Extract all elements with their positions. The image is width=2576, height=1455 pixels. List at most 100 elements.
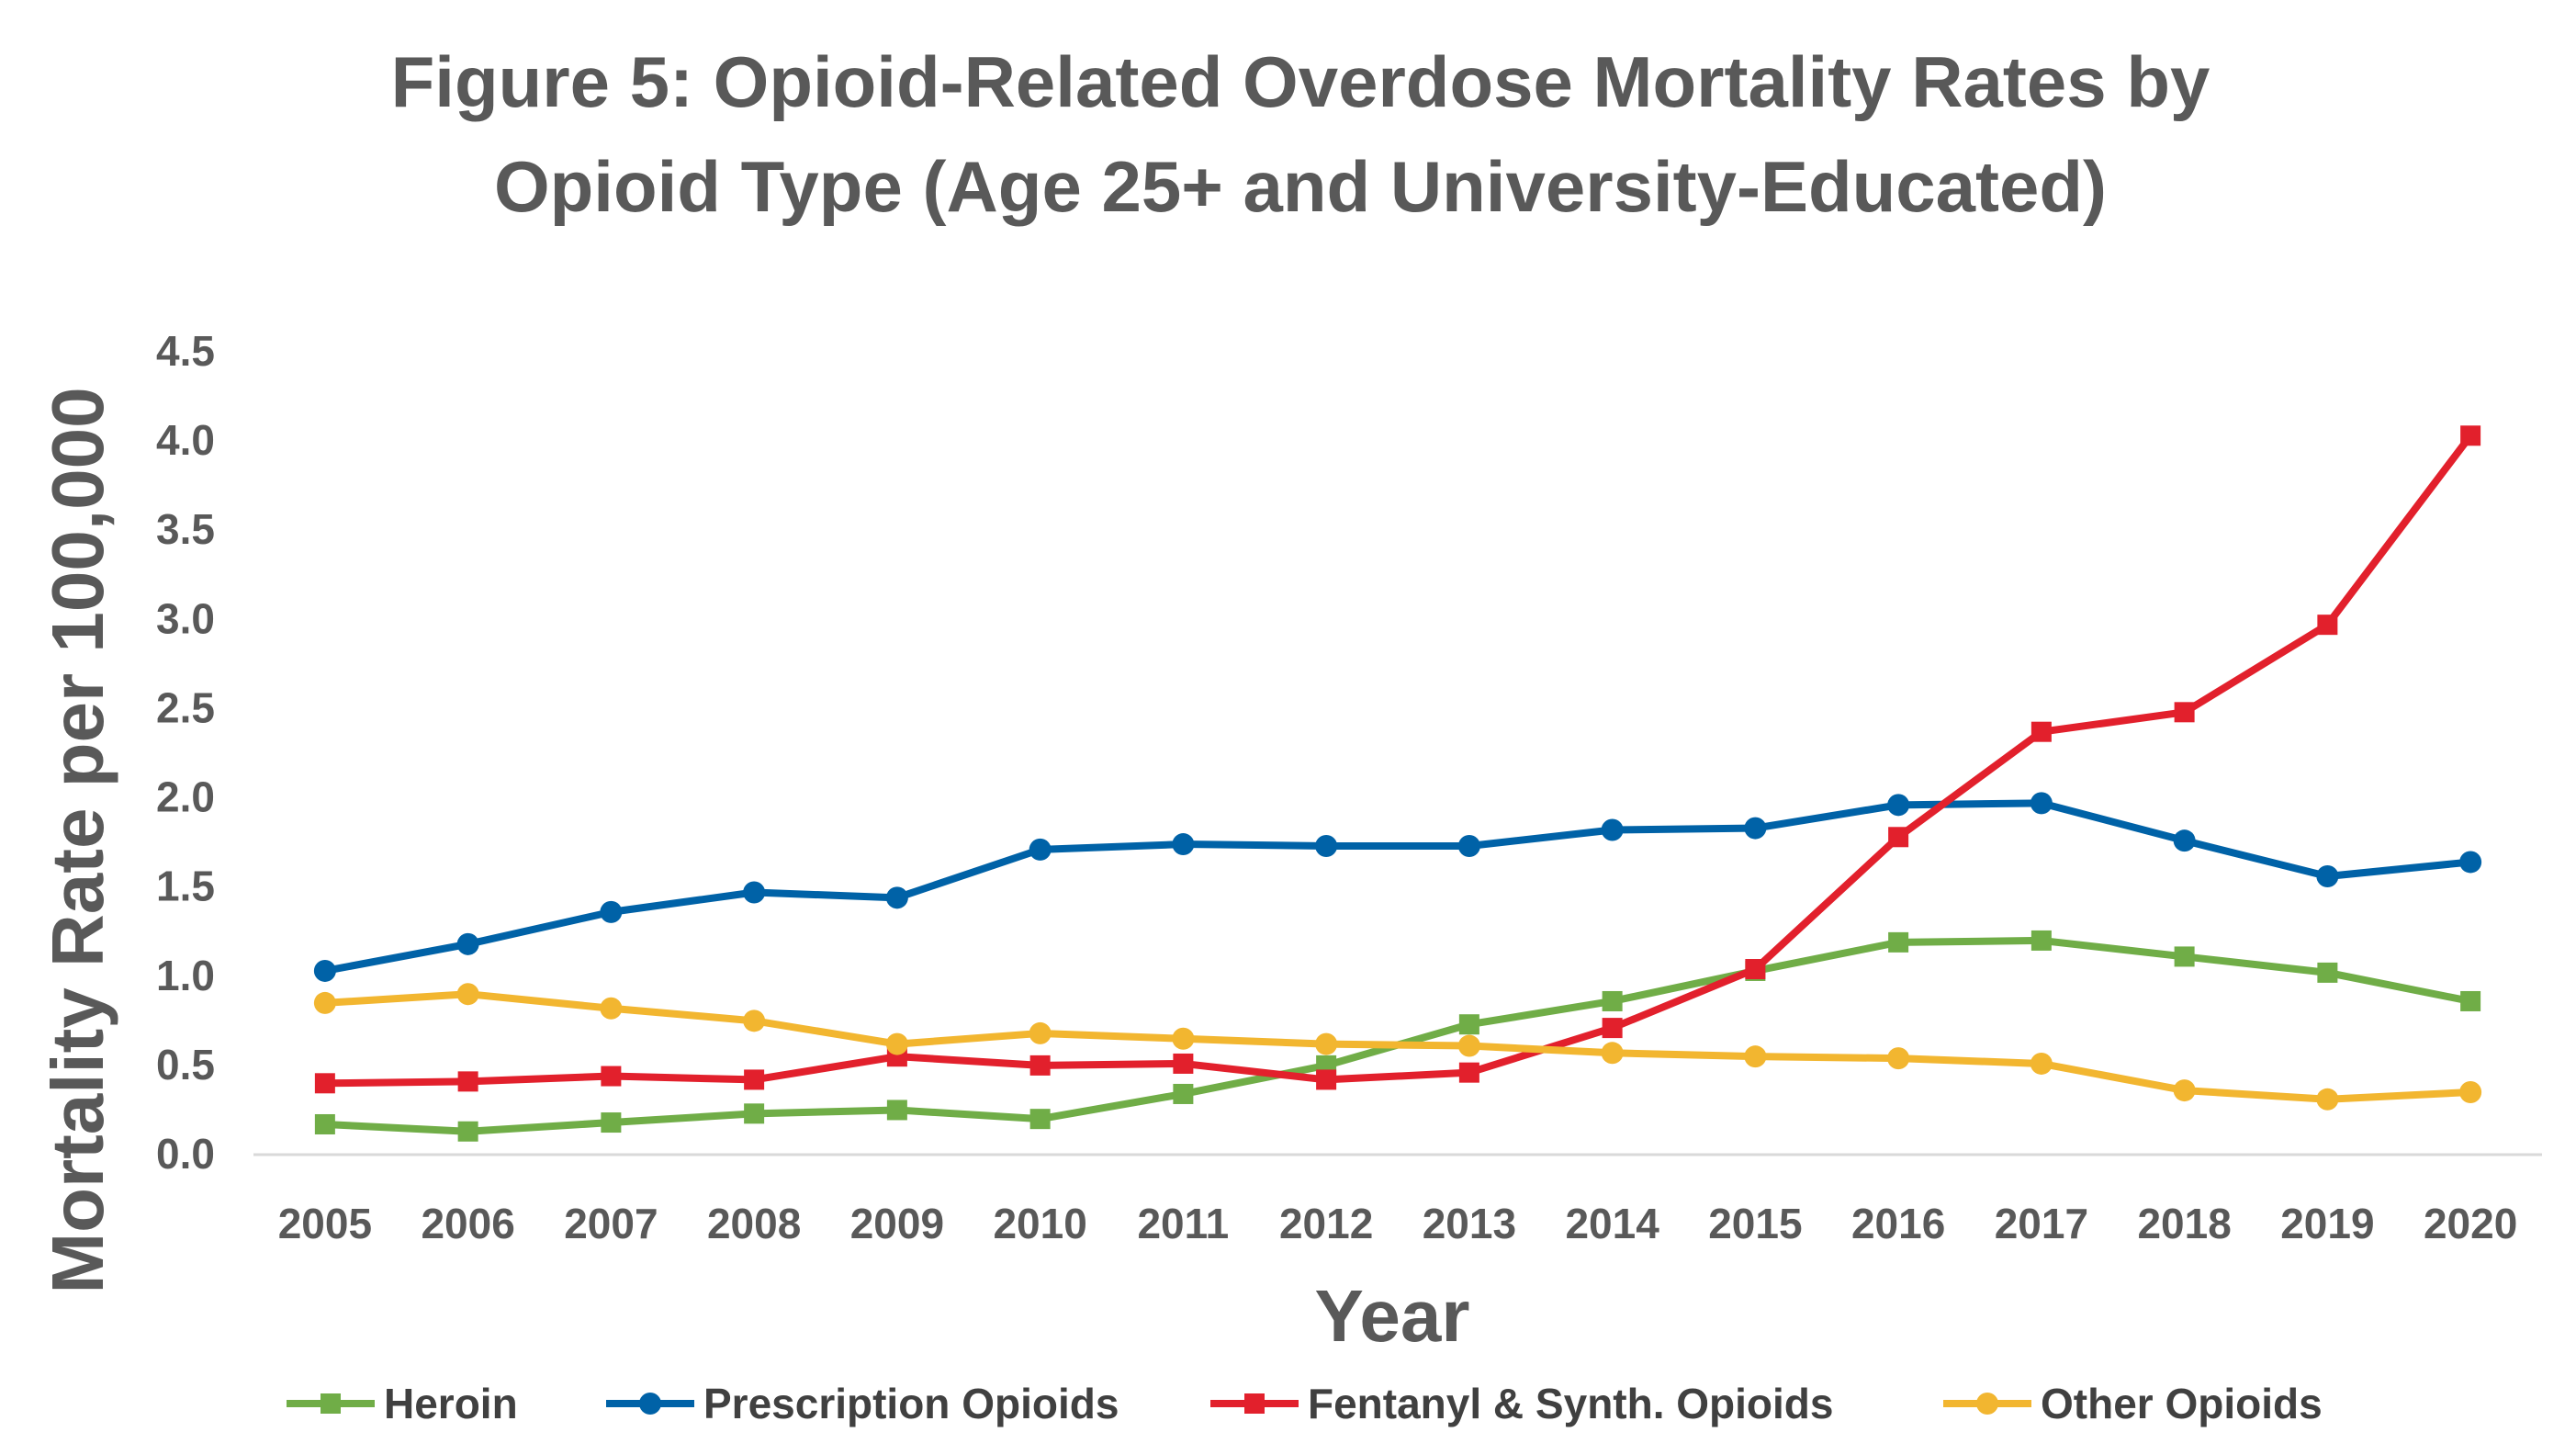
data-point (1887, 794, 1910, 817)
data-point (1172, 833, 1195, 856)
data-point (601, 1112, 622, 1134)
legend-item: Fentanyl & Synth. Opioids (1210, 1380, 1833, 1427)
series-line (321, 432, 2475, 1088)
x-tick-label: 2016 (1851, 1200, 1945, 1247)
y-tick-label: 4.0 (156, 416, 215, 464)
data-point (885, 886, 908, 909)
data-point (743, 1009, 766, 1032)
y-tick-label: 3.5 (156, 505, 215, 553)
y-tick-label: 1.0 (156, 952, 215, 999)
legend-swatch-marker (1244, 1393, 1265, 1414)
x-tick-label: 2017 (1995, 1200, 2088, 1247)
data-point (743, 881, 766, 904)
x-axis-ticks: 2005 2006 2007 2008 2009 2010 2011 2012 2013 2014… (278, 1200, 2518, 1247)
legend: Heroin Prescription Opioids Fentanyl & Syn… (287, 1380, 2323, 1427)
series-layer (313, 425, 2482, 1142)
data-point (1458, 1014, 1479, 1035)
data-point (456, 932, 479, 955)
series-other-opioids (313, 983, 2482, 1111)
x-tick-label: 2014 (1565, 1200, 1659, 1247)
data-point (2030, 930, 2052, 951)
data-point (744, 1069, 765, 1090)
data-point (2030, 792, 2053, 815)
data-point (601, 1066, 622, 1087)
x-tick-label: 2020 (2424, 1200, 2517, 1247)
data-point (2316, 865, 2339, 888)
legend-label: Fentanyl & Synth. Opioids (1308, 1380, 1833, 1427)
data-point (2174, 702, 2195, 723)
x-tick-label: 2019 (2280, 1200, 2374, 1247)
y-tick-label: 0.5 (156, 1041, 215, 1088)
x-tick-label: 2018 (2137, 1200, 2231, 1247)
data-point (886, 1100, 907, 1121)
legend-swatch-marker (321, 1393, 341, 1414)
data-point (1601, 818, 1624, 841)
data-point (2460, 990, 2481, 1011)
data-point (1315, 1032, 1338, 1055)
y-tick-label: 4.5 (156, 327, 215, 375)
data-point (2173, 1079, 2196, 1102)
x-axis-label: Year (1314, 1275, 1469, 1357)
data-point (1315, 834, 1338, 857)
data-point (600, 900, 623, 923)
data-point (2174, 946, 2195, 967)
series-heroin (314, 930, 2481, 1142)
x-tick-label: 2010 (993, 1200, 1086, 1247)
data-point (1888, 931, 1909, 953)
x-tick-label: 2013 (1423, 1200, 1516, 1247)
data-point (1888, 827, 1909, 848)
data-point (457, 1071, 478, 1092)
y-axis-label: Mortality Rate per 100,000 (37, 387, 118, 1293)
data-point (2030, 721, 2052, 742)
data-point (1029, 1021, 1052, 1044)
data-point (1601, 1042, 1624, 1065)
data-point (2460, 425, 2481, 446)
data-point (1029, 1109, 1051, 1130)
y-tick-label: 2.5 (156, 683, 215, 731)
data-point (2317, 615, 2338, 636)
series-line (321, 936, 2475, 1135)
x-tick-label: 2005 (278, 1200, 372, 1247)
x-tick-label: 2012 (1279, 1200, 1373, 1247)
x-tick-label: 2015 (1708, 1200, 1802, 1247)
data-point (1029, 1055, 1051, 1076)
series-line (321, 799, 2475, 975)
y-tick-label: 1.5 (156, 863, 215, 910)
data-point (314, 1073, 335, 1094)
data-point (2030, 1052, 2053, 1075)
legend-swatch-marker (1976, 1393, 1998, 1415)
data-point (1316, 1069, 1337, 1090)
data-point (1029, 838, 1052, 861)
data-point (1602, 990, 1623, 1011)
legend-item: Prescription Opioids (606, 1380, 1119, 1427)
x-tick-label: 2008 (707, 1200, 801, 1247)
legend-item: Heroin (287, 1380, 518, 1427)
data-point (1457, 1034, 1480, 1057)
data-point (1602, 1018, 1623, 1039)
x-tick-label: 2011 (1137, 1200, 1229, 1247)
data-point (1744, 817, 1767, 840)
data-point (457, 1121, 478, 1142)
data-point (1172, 1027, 1195, 1050)
series-prescription-opioids (313, 792, 2482, 982)
legend-swatch-marker (639, 1393, 661, 1415)
data-point (1744, 1045, 1767, 1068)
data-point (1458, 1062, 1479, 1083)
x-tick-label: 2009 (850, 1200, 944, 1247)
legend-item: Other Opioids (1943, 1380, 2323, 1427)
data-point (1457, 834, 1480, 857)
x-tick-label: 2006 (421, 1200, 514, 1247)
data-point (456, 983, 479, 1006)
y-tick-label: 3.0 (156, 594, 215, 642)
data-point (1887, 1047, 1910, 1070)
data-point (2459, 851, 2482, 874)
data-point (2459, 1081, 2482, 1104)
data-point (1173, 1083, 1194, 1104)
data-point (744, 1103, 765, 1124)
data-point (314, 1113, 335, 1134)
legend-label: Other Opioids (2041, 1380, 2323, 1427)
series-line (321, 990, 2475, 1103)
data-point (2316, 1088, 2339, 1111)
legend-label: Prescription Opioids (703, 1380, 1119, 1427)
